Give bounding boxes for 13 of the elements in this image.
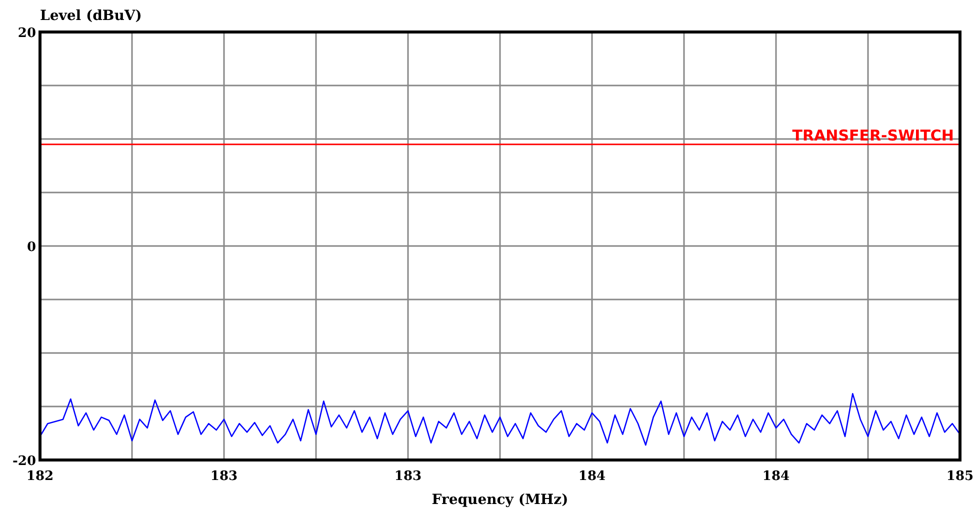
y-tick-label: -20 [12,454,36,469]
line-series [39,393,961,446]
y-tick-label: 20 [18,26,36,41]
x-tick-label: 183 [210,469,238,484]
y-tick-label: 0 [26,240,36,255]
x-axis-title: Frequency (MHz) [432,492,568,508]
x-tick-label: 184 [762,469,790,484]
x-tick-label: 184 [578,469,606,484]
y-axis-title: Level (dBuV) [40,8,142,24]
x-tick-label: 185 [946,469,974,484]
x-tick-label: 183 [394,469,422,484]
x-tick-label: 182 [26,469,54,484]
ref-line-label: TRANSFER-SWITCH [792,126,954,144]
